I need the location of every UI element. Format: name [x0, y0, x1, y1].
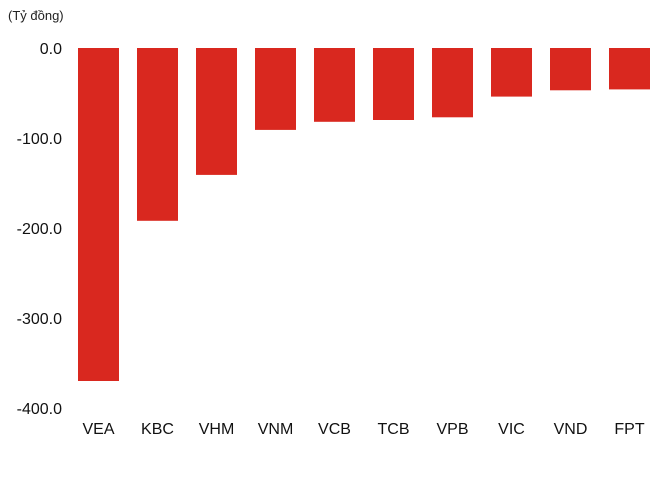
bar-tcb [373, 48, 414, 120]
bar-vic [491, 48, 532, 97]
y-tick-label: -200.0 [17, 221, 62, 238]
x-tick-label: KBC [141, 421, 174, 438]
bar-fpt [609, 48, 650, 90]
x-tick-label: VIC [498, 421, 525, 438]
y-tick-label: -100.0 [17, 131, 62, 148]
bar-vhm [196, 48, 237, 175]
x-tick-label: TCB [378, 421, 410, 438]
x-tick-label: VCB [318, 421, 351, 438]
bar-kbc [137, 48, 178, 221]
bar-vea [78, 48, 119, 381]
y-axis-ticks: 0.0 -100.0 -200.0 -300.0 -400.0 [17, 41, 62, 418]
bar-vcb [314, 48, 355, 122]
x-tick-label: VNM [258, 421, 294, 438]
bars [78, 48, 650, 381]
bar-vpb [432, 48, 473, 118]
y-tick-label: 0.0 [40, 41, 62, 58]
x-axis-ticks: VEA KBC VHM VNM VCB TCB VPB VIC VND FPT [82, 421, 644, 438]
x-tick-label: VEA [82, 421, 114, 438]
bar-vnm [255, 48, 296, 130]
y-tick-label: -300.0 [17, 311, 62, 328]
y-tick-label: -400.0 [17, 401, 62, 418]
x-tick-label: VND [554, 421, 588, 438]
x-tick-label: FPT [614, 421, 644, 438]
bar-vnd [550, 48, 591, 91]
x-tick-label: VHM [199, 421, 235, 438]
x-tick-label: VPB [436, 421, 468, 438]
unit-label: (Tỷ đồng) [8, 8, 64, 23]
